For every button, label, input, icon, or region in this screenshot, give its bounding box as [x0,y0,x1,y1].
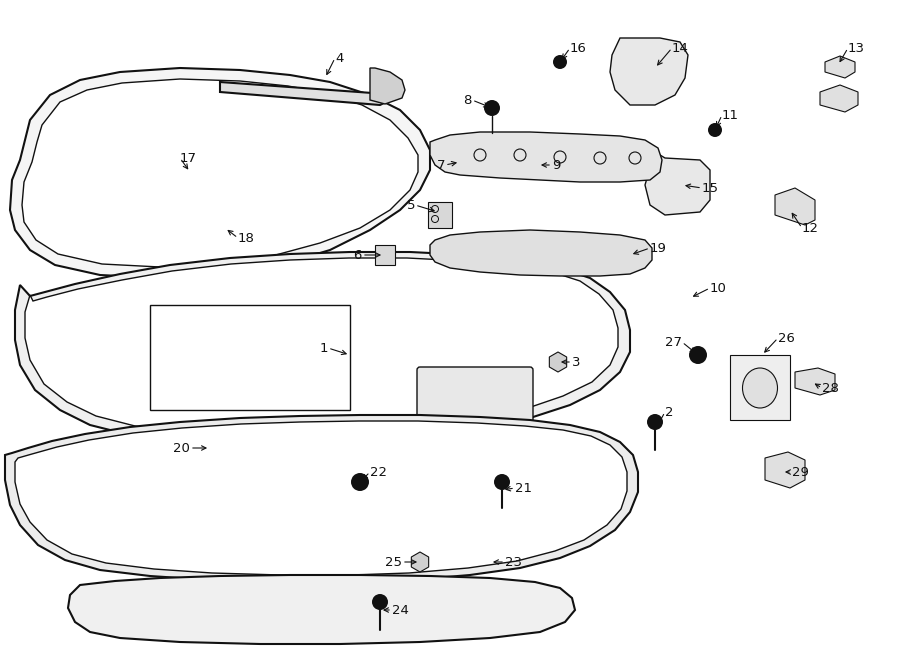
Text: 26: 26 [778,332,795,344]
PathPatch shape [22,79,418,267]
Text: 20: 20 [173,442,190,455]
Text: 5: 5 [407,198,415,212]
Text: 25: 25 [385,555,402,568]
PathPatch shape [375,245,395,265]
PathPatch shape [730,355,790,420]
FancyBboxPatch shape [417,367,533,428]
PathPatch shape [430,230,652,276]
Text: 2: 2 [665,405,673,418]
Text: 13: 13 [848,42,865,54]
PathPatch shape [25,258,618,435]
Text: 7: 7 [436,159,445,171]
Text: 8: 8 [464,93,472,106]
Circle shape [372,594,388,610]
PathPatch shape [5,415,638,582]
Text: 12: 12 [802,221,819,235]
Text: 19: 19 [650,241,667,254]
Circle shape [553,55,567,69]
Text: 21: 21 [515,481,532,494]
Text: 18: 18 [238,231,255,245]
Text: 16: 16 [570,42,587,54]
PathPatch shape [795,368,835,395]
Text: 28: 28 [822,381,839,395]
Text: 11: 11 [722,108,739,122]
Text: 23: 23 [505,555,522,568]
PathPatch shape [825,56,855,78]
PathPatch shape [775,188,815,225]
Ellipse shape [742,368,778,408]
PathPatch shape [15,421,627,575]
Text: 27: 27 [665,336,682,348]
Text: 6: 6 [354,249,362,262]
Text: 1: 1 [320,342,328,354]
Text: 14: 14 [672,42,688,54]
Text: 3: 3 [572,356,580,368]
FancyBboxPatch shape [150,305,350,410]
Text: 9: 9 [552,159,561,171]
Circle shape [484,100,500,116]
Text: 24: 24 [392,603,409,617]
PathPatch shape [15,252,630,445]
Text: 17: 17 [180,151,197,165]
Text: 22: 22 [370,465,387,479]
PathPatch shape [765,452,805,488]
PathPatch shape [820,85,858,112]
PathPatch shape [645,155,710,215]
PathPatch shape [68,575,575,644]
Circle shape [647,414,663,430]
Text: 4: 4 [335,52,344,65]
Circle shape [351,473,369,491]
PathPatch shape [428,202,452,228]
Text: 15: 15 [702,182,719,194]
Circle shape [708,123,722,137]
PathPatch shape [220,82,400,105]
Circle shape [689,346,707,364]
PathPatch shape [610,38,688,105]
PathPatch shape [370,68,405,104]
Text: 29: 29 [792,465,809,479]
PathPatch shape [430,132,662,182]
Circle shape [494,474,510,490]
PathPatch shape [10,68,430,278]
Text: 10: 10 [710,282,727,295]
